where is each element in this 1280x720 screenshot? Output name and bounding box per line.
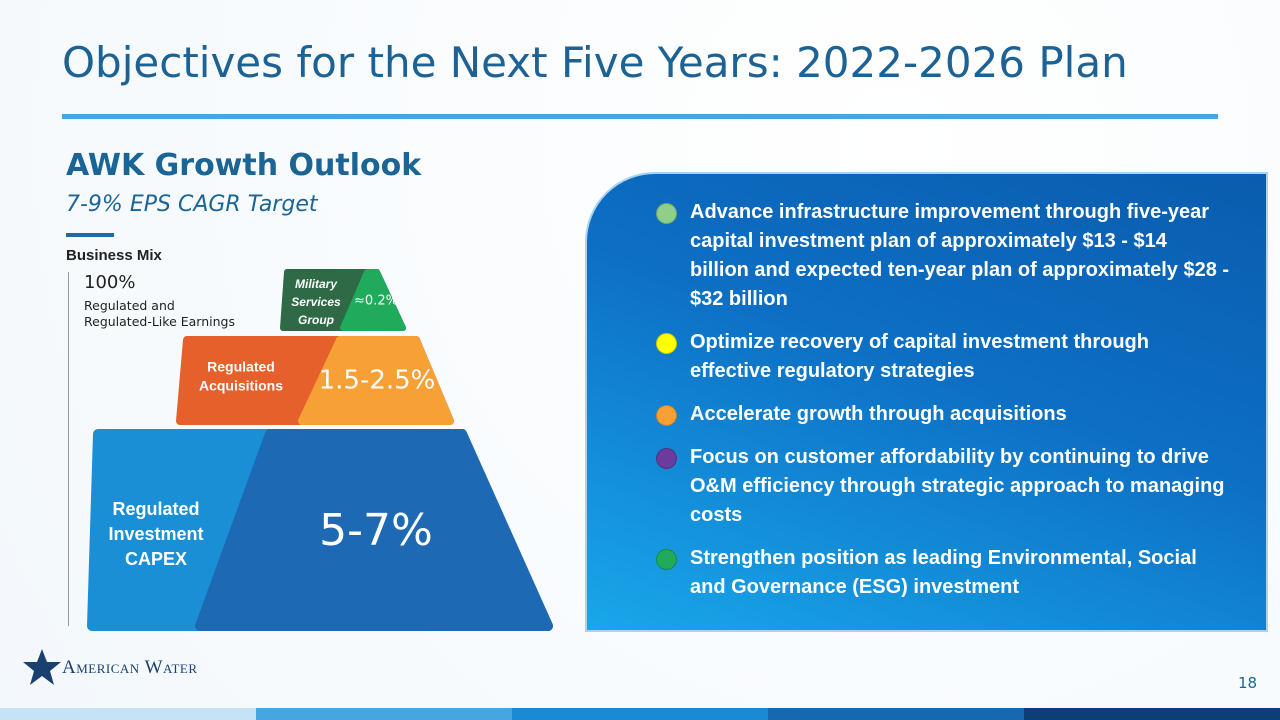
tier-middle (176, 336, 454, 425)
accent-bar (66, 233, 114, 237)
objective-text: Strengthen position as leading Environme… (690, 547, 1197, 598)
tier-label: Investment (108, 524, 203, 544)
tier-label: Services (291, 295, 341, 309)
tier-label: Regulated (112, 499, 199, 519)
title-rule (62, 114, 1218, 119)
tier-value: ≈0.2% (354, 294, 398, 309)
pyramid: Military Services Group ≈0.2% Regulated Acqui… (87, 269, 553, 631)
objectives-list: Advance infrastructure improvement throu… (650, 198, 1230, 616)
bullet (656, 203, 677, 224)
title: Objectives for the Next Five Years: 2022… (62, 38, 1128, 87)
description-line: Regulated-Like Earnings (84, 314, 235, 329)
logo-star (23, 649, 61, 685)
objective: Accelerate growth through acquisitions (650, 400, 1230, 429)
objective: Advance infrastructure improvement throu… (650, 198, 1230, 314)
tier-top (280, 269, 406, 331)
heading: AWK Growth Outlook (66, 148, 422, 183)
bullet (656, 333, 677, 354)
objective: Strengthen position as leading Environme… (650, 544, 1230, 602)
objective-text: Focus on customer affordability by conti… (690, 446, 1225, 526)
footer-stripe (0, 708, 1280, 720)
description-line: Regulated and (84, 298, 175, 313)
page-number: 18 (1238, 674, 1258, 692)
objectives-panel (585, 172, 1268, 632)
tier-bottom (87, 429, 553, 631)
tier-label: Group (298, 313, 334, 327)
tier-label: Military (295, 277, 338, 291)
tier-label: Acquisitions (199, 378, 283, 394)
objective-text: Accelerate growth through acquisitions (690, 403, 1067, 425)
tier-label: Regulated (207, 359, 275, 375)
bullet (656, 405, 677, 426)
bullet (656, 448, 677, 469)
objective: Focus on customer affordability by conti… (650, 443, 1230, 530)
bullet (656, 549, 677, 570)
tier-value: 5-7% (319, 505, 433, 556)
subheading: 7-9% EPS CAGR Target (66, 192, 318, 217)
mix-description: Regulated and Regulated-Like Earnings (84, 298, 235, 330)
objective-text: Advance infrastructure improvement throu… (690, 201, 1230, 310)
mix-label: Business Mix (66, 247, 162, 264)
tier-value: 1.5-2.5% (319, 366, 436, 396)
objective: Optimize recovery of capital investment … (650, 328, 1230, 386)
objective-text: Optimize recovery of capital investment … (690, 331, 1149, 382)
tier-label: CAPEX (125, 549, 187, 569)
share: 100% (84, 272, 136, 293)
logo-text: American Water (62, 657, 198, 678)
divider (68, 272, 69, 626)
